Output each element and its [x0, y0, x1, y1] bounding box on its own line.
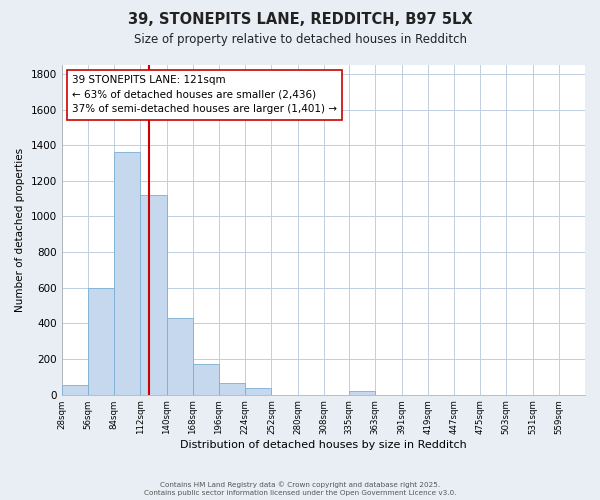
Bar — [193, 364, 219, 394]
Text: 39, STONEPITS LANE, REDDITCH, B97 5LX: 39, STONEPITS LANE, REDDITCH, B97 5LX — [128, 12, 472, 28]
Bar — [88, 288, 114, 395]
Text: Contains public sector information licensed under the Open Government Licence v3: Contains public sector information licen… — [144, 490, 456, 496]
Bar — [245, 388, 271, 394]
Text: 39 STONEPITS LANE: 121sqm
← 63% of detached houses are smaller (2,436)
37% of se: 39 STONEPITS LANE: 121sqm ← 63% of detac… — [72, 75, 337, 114]
Bar — [114, 152, 140, 394]
Bar — [167, 318, 193, 394]
Bar — [62, 385, 88, 394]
Bar — [349, 391, 375, 394]
Y-axis label: Number of detached properties: Number of detached properties — [15, 148, 25, 312]
X-axis label: Distribution of detached houses by size in Redditch: Distribution of detached houses by size … — [180, 440, 467, 450]
Text: Contains HM Land Registry data © Crown copyright and database right 2025.: Contains HM Land Registry data © Crown c… — [160, 481, 440, 488]
Text: Size of property relative to detached houses in Redditch: Size of property relative to detached ho… — [133, 32, 467, 46]
Bar — [140, 195, 167, 394]
Bar — [219, 383, 245, 394]
